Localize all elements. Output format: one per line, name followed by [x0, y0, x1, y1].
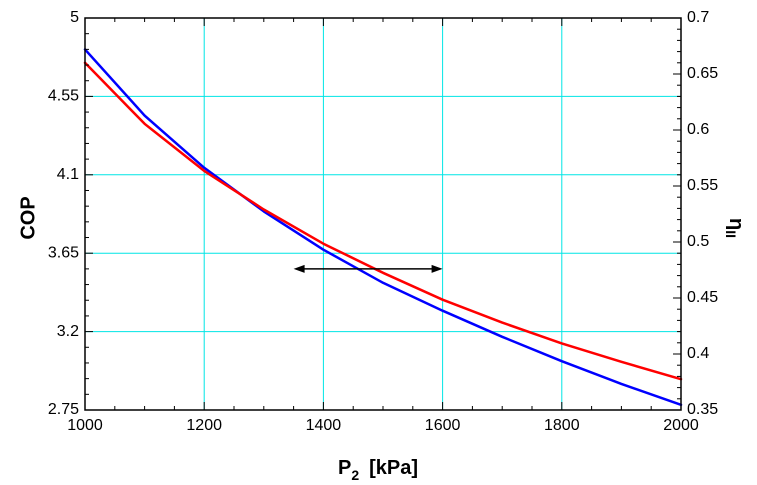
- x-tick-label: 2000: [663, 417, 699, 434]
- x-tick-label: 1800: [544, 417, 580, 434]
- tick-labels-group: 1000 1200 1400 1600 1800 2000 2.75 3.2 3.65 4.1 4.…: [48, 9, 718, 434]
- x-tick-label: 1000: [67, 417, 103, 434]
- y-right-tick-label: 0.5: [687, 233, 709, 250]
- y-left-tick-label: 2.75: [48, 401, 79, 418]
- annotation-group: [293, 264, 443, 273]
- eta-ii-series-line: [83, 61, 683, 381]
- x-tick-label: 1200: [186, 417, 222, 434]
- x-axis-title-main: P: [338, 457, 351, 479]
- y-right-tick-label: 0.55: [687, 177, 718, 194]
- y-right-tick-label: 0.45: [687, 289, 718, 306]
- annotation-arrowhead-left: [293, 264, 305, 273]
- y-left-tick-label: 4.55: [48, 88, 79, 105]
- y-left-tick-label: 3.65: [48, 244, 79, 261]
- y-right-tick-label: 0.35: [687, 401, 718, 418]
- annotation-arrowhead-right: [431, 264, 443, 273]
- x-tick-label: 1400: [306, 417, 342, 434]
- cop-series-line: [83, 48, 683, 407]
- y-right-tick-label: 0.6: [687, 121, 709, 138]
- y-right-tick-label: 0.7: [687, 9, 709, 26]
- y-left-tick-label: 3.2: [57, 323, 79, 340]
- x-axis-title-unit: [kPa]: [369, 457, 418, 479]
- y-right-axis-title: ηII: [723, 218, 746, 238]
- x-tick-label: 1600: [425, 417, 461, 434]
- y-right-axis-title-main: η: [725, 218, 747, 230]
- x-axis-title-subscript: 2: [351, 467, 359, 483]
- series-group: [83, 48, 683, 407]
- ticks-group: [84, 17, 682, 411]
- y-left-tick-label: 5: [70, 9, 79, 26]
- plot-frame: [84, 17, 682, 411]
- y-right-axis-title-subscript: II: [723, 230, 739, 238]
- y-left-tick-label: 4.1: [57, 166, 79, 183]
- y-left-axis-title: COP: [17, 196, 39, 239]
- x-axis-title: P2 [kPa]: [338, 457, 418, 483]
- y-right-tick-label: 0.65: [687, 65, 718, 82]
- y-right-tick-label: 0.4: [687, 345, 709, 362]
- grid: [85, 18, 681, 410]
